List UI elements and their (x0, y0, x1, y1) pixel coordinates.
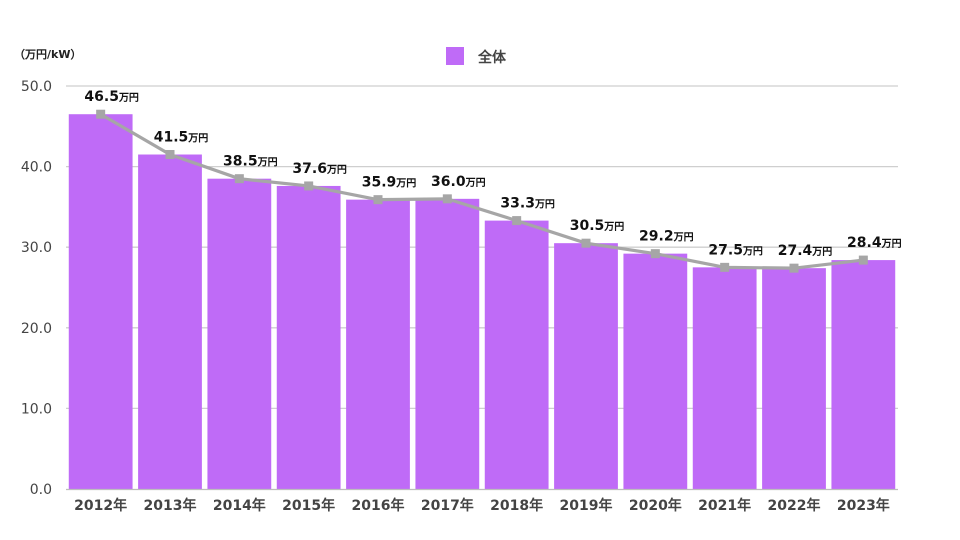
data-label: 38.5万円 (223, 154, 278, 170)
legend-label: 全体 (477, 49, 507, 66)
data-label-unit: 万円 (881, 238, 902, 250)
bar (623, 253, 688, 489)
x-tick-label: 2023年 (837, 497, 890, 514)
x-tick-label: 2018年 (490, 497, 543, 514)
x-tick-label: 2016年 (352, 497, 405, 514)
line-marker (96, 109, 106, 119)
x-tick-label: 2020年 (629, 497, 682, 514)
data-label-value: 28.4 (847, 235, 882, 251)
x-tick-label: 2022年 (768, 497, 821, 514)
x-tick-label: 2014年 (213, 497, 266, 514)
axes: 0.0 10.0 20.0 30.0 40.0 50.0 2012年 2013年 2014年 20… (21, 79, 898, 514)
line-marker (789, 263, 799, 273)
data-label: 35.9万円 (362, 175, 417, 191)
data-label: 41.5万円 (154, 130, 209, 146)
data-label: 36.0万円 (431, 174, 486, 190)
data-label-unit: 万円 (603, 221, 624, 233)
data-label-unit: 万円 (187, 133, 208, 145)
data-label-value: 27.4 (778, 243, 813, 259)
trend-line (99, 112, 864, 270)
data-label: 29.2万円 (639, 229, 694, 245)
data-label: 33.3万円 (500, 196, 555, 212)
line-marker (581, 238, 591, 248)
data-label-value: 37.6 (292, 161, 327, 177)
x-tick-label: 2017年 (421, 497, 474, 514)
line-marker (304, 181, 314, 191)
line-marker (165, 150, 175, 160)
data-label-unit: 万円 (257, 157, 278, 169)
data-label: 46.5万円 (84, 89, 139, 105)
bar (276, 185, 341, 489)
x-tick-label: 2012年 (74, 497, 127, 514)
data-label-value: 36.0 (431, 174, 466, 190)
data-label-unit: 万円 (118, 92, 139, 104)
bar (484, 220, 549, 490)
data-label-value: 38.5 (223, 154, 258, 170)
line-marker (234, 174, 244, 184)
bar (415, 198, 480, 489)
data-label: 30.5万円 (570, 218, 625, 234)
x-tick-label: 2019年 (560, 497, 613, 514)
data-label-value: 33.3 (500, 196, 535, 212)
x-tick-label: 2015年 (282, 497, 335, 514)
bars (68, 114, 896, 490)
data-label: 28.4万円 (847, 235, 902, 251)
bar (762, 268, 826, 489)
x-tick-label: 2021年 (698, 497, 751, 514)
data-label-unit: 万円 (326, 164, 347, 176)
legend-swatch (446, 47, 464, 65)
overlay-line (96, 109, 868, 273)
bar (554, 243, 618, 489)
bar (68, 114, 133, 490)
data-label-value: 35.9 (362, 175, 397, 191)
y-axis-unit-label: （万円/kW） (14, 48, 81, 61)
x-tick-label: 2013年 (144, 497, 197, 514)
data-label-unit: 万円 (534, 199, 555, 211)
data-label-unit: 万円 (811, 246, 832, 258)
y-tick-label: 20.0 (21, 321, 52, 337)
data-label-value: 46.5 (84, 89, 119, 105)
bar (346, 199, 410, 489)
data-label-unit: 万円 (465, 177, 486, 189)
y-tick-label: 30.0 (21, 240, 52, 256)
bar (692, 267, 757, 489)
bar (138, 154, 202, 489)
bar (831, 260, 896, 489)
legend: 全体 (446, 47, 507, 66)
line-marker (512, 216, 522, 226)
line-marker (373, 195, 383, 205)
line-marker (858, 255, 868, 265)
data-label-unit: 万円 (673, 232, 694, 244)
data-label: 27.4万円 (778, 243, 833, 259)
data-label-unit: 万円 (395, 178, 416, 190)
y-tick-label: 50.0 (21, 79, 52, 95)
line-marker (650, 249, 660, 259)
data-label-value: 27.5 (708, 242, 743, 258)
data-label-value: 41.5 (154, 130, 189, 146)
data-label: 27.5万円 (708, 242, 763, 258)
data-label-value: 30.5 (570, 218, 605, 234)
data-label-unit: 万円 (742, 245, 763, 257)
line-marker (720, 262, 730, 272)
y-tick-label: 0.0 (30, 482, 52, 498)
data-label-value: 29.2 (639, 229, 674, 245)
line-marker (442, 194, 452, 204)
bar (207, 178, 272, 489)
y-tick-label: 40.0 (21, 160, 52, 176)
data-label: 37.6万円 (292, 161, 347, 177)
y-tick-label: 10.0 (21, 401, 52, 417)
